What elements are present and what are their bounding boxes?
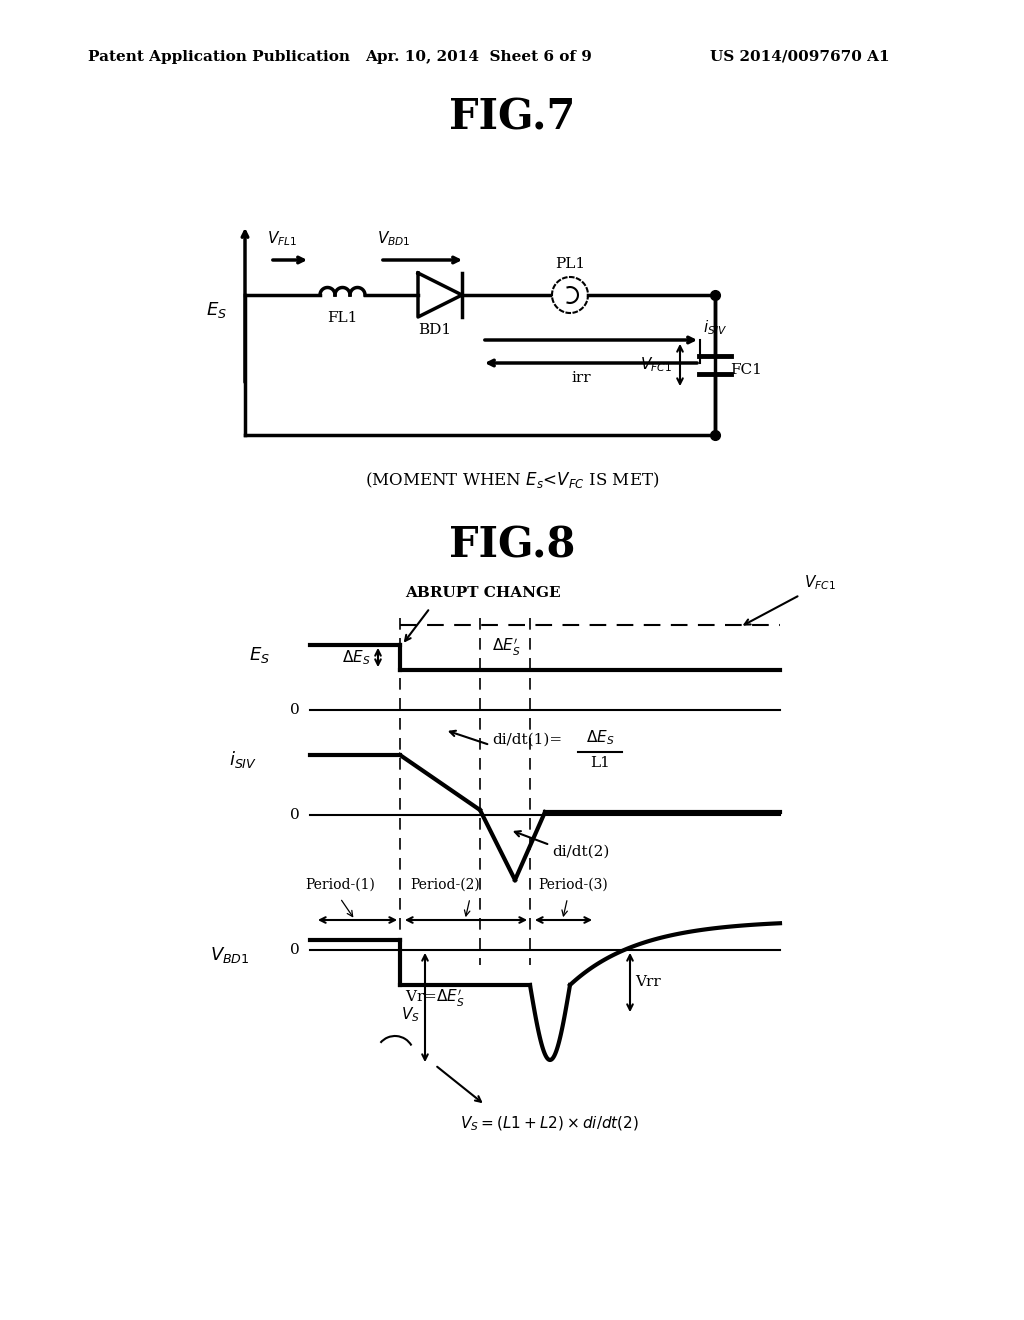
Text: $V_{BD1}$: $V_{BD1}$ — [211, 945, 250, 965]
Text: Vr=$\Delta E_S'$: Vr=$\Delta E_S'$ — [406, 987, 465, 1008]
Text: di/dt(2): di/dt(2) — [552, 845, 609, 859]
Text: Period-(2): Period-(2) — [410, 878, 480, 892]
Text: 0: 0 — [290, 808, 300, 822]
Text: Apr. 10, 2014  Sheet 6 of 9: Apr. 10, 2014 Sheet 6 of 9 — [365, 50, 592, 63]
Text: US 2014/0097670 A1: US 2014/0097670 A1 — [710, 50, 890, 63]
Text: BD1: BD1 — [419, 323, 452, 337]
Text: FL1: FL1 — [328, 312, 357, 325]
Text: $\Delta E_S$: $\Delta E_S$ — [342, 648, 370, 667]
Text: FC1: FC1 — [730, 363, 762, 378]
Text: $E_S$: $E_S$ — [206, 300, 227, 319]
Text: 0: 0 — [290, 704, 300, 717]
Text: $\Delta E_S'$: $\Delta E_S'$ — [492, 638, 520, 659]
Text: $V_{FC1}$: $V_{FC1}$ — [804, 573, 836, 591]
Text: $i_{SIV}$: $i_{SIV}$ — [703, 318, 727, 337]
Text: $V_S$: $V_S$ — [401, 1006, 420, 1024]
Text: $\Delta E_S$: $\Delta E_S$ — [586, 729, 614, 747]
Text: $V_{FL1}$: $V_{FL1}$ — [267, 230, 297, 248]
Text: $V_{BD1}$: $V_{BD1}$ — [377, 230, 411, 248]
Text: $i_{SIV}$: $i_{SIV}$ — [229, 750, 257, 771]
Text: L1: L1 — [590, 756, 610, 770]
Text: $V_{FC1}$: $V_{FC1}$ — [640, 355, 672, 375]
Text: Vrr: Vrr — [635, 975, 660, 990]
Text: Patent Application Publication: Patent Application Publication — [88, 50, 350, 63]
Text: Period-(3): Period-(3) — [538, 878, 608, 892]
Text: (MOMENT WHEN $E_s$<$V_{FC}$ IS MET): (MOMENT WHEN $E_s$<$V_{FC}$ IS MET) — [365, 470, 659, 490]
Text: FIG.7: FIG.7 — [449, 96, 575, 139]
Text: Period-(1): Period-(1) — [305, 878, 375, 892]
Text: irr: irr — [571, 371, 591, 385]
Text: 0: 0 — [290, 942, 300, 957]
Text: ABRUPT CHANGE: ABRUPT CHANGE — [406, 586, 560, 601]
Text: FIG.8: FIG.8 — [449, 524, 575, 566]
Text: di/dt(1)=: di/dt(1)= — [492, 733, 562, 747]
Text: PL1: PL1 — [555, 257, 585, 271]
Text: $E_S$: $E_S$ — [249, 645, 270, 665]
Text: $V_S=(L1+L2)\times di/dt(2)$: $V_S=(L1+L2)\times di/dt(2)$ — [460, 1115, 639, 1134]
